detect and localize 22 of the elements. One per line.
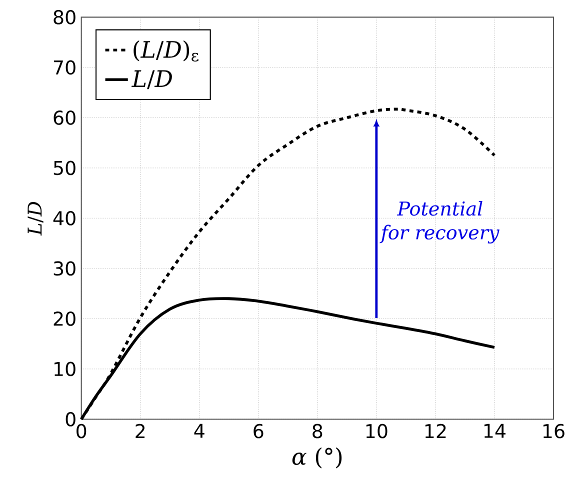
x-tick-label: 16 xyxy=(543,424,564,438)
y-tick-label: 50 xyxy=(54,160,76,176)
y-tick-label: 80 xyxy=(54,10,76,24)
annotation: Potential for recovery xyxy=(380,200,500,244)
x-tick-label: 4 xyxy=(194,424,204,438)
x-tick-label: 14 xyxy=(484,424,506,438)
y-tick-label: 60 xyxy=(54,110,76,125)
x-tick-label: 8 xyxy=(312,424,322,438)
y-tick-label: 70 xyxy=(54,60,76,75)
legend-label: L/D xyxy=(132,70,172,90)
x-tick-label: 10 xyxy=(366,424,388,438)
y-tick-label: 10 xyxy=(54,362,76,376)
y-tick-label: 30 xyxy=(54,261,76,276)
y-tick-label: 40 xyxy=(53,211,76,226)
y-tick-label: 20 xyxy=(54,312,76,326)
x-tick-label: 12 xyxy=(425,424,446,438)
legend-label: (L/D)$_{ε}$ xyxy=(134,40,198,62)
x-tick-label: 0 xyxy=(76,424,86,438)
x-tick-label: 2 xyxy=(136,424,145,438)
x-axis-title: α (°) xyxy=(292,447,342,468)
x-tick-label: 6 xyxy=(254,424,264,438)
y-tick-label: 0 xyxy=(66,412,76,426)
